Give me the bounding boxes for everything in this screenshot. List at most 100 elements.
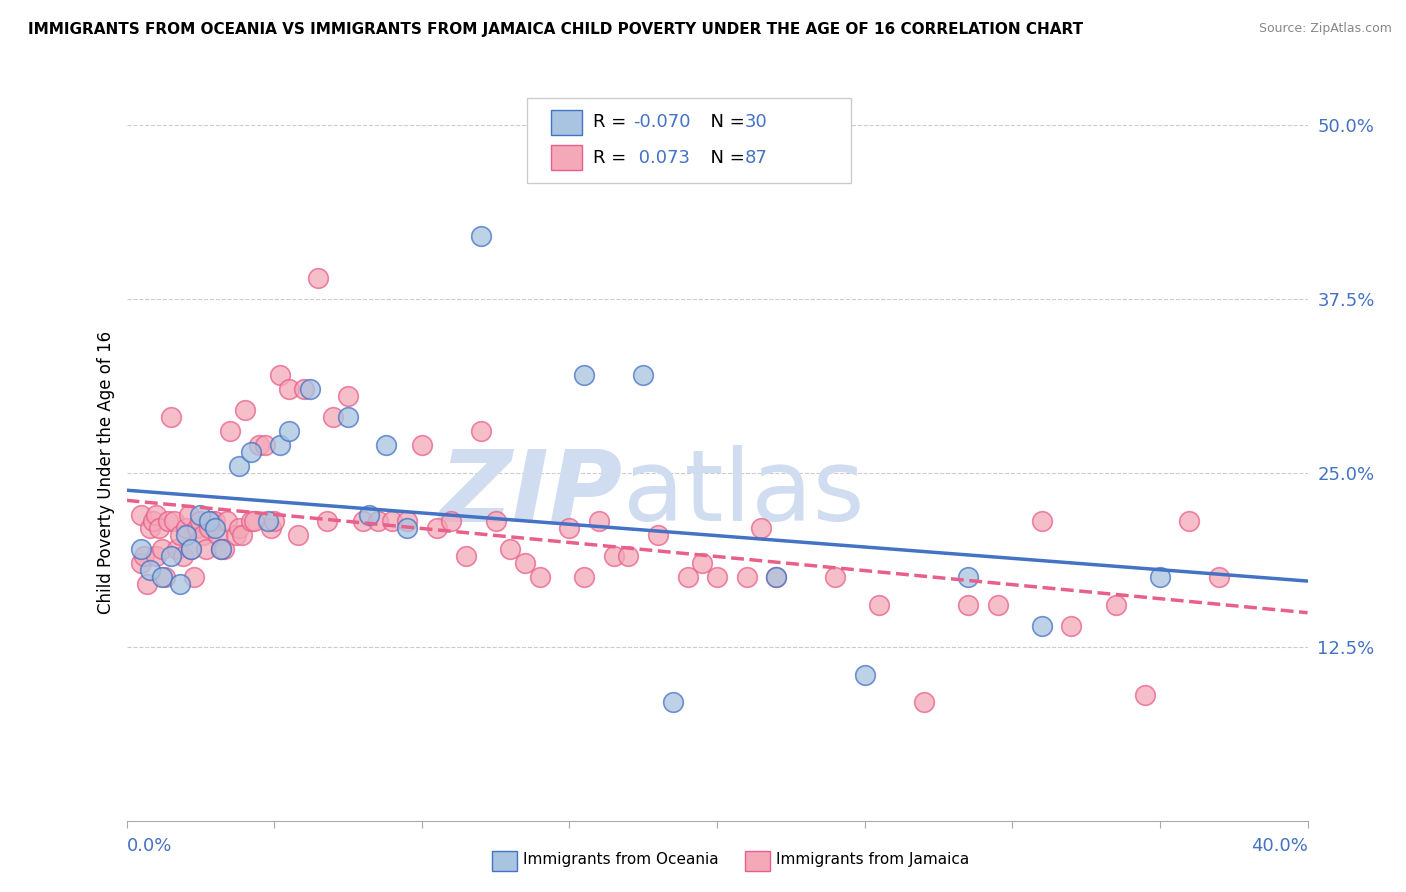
Point [381, 515, 404, 529]
Point [172, 549, 194, 564]
Point [204, 515, 226, 529]
Text: 40.0%: 40.0% [1251, 837, 1308, 855]
Point [233, 403, 256, 417]
Point [1133, 689, 1156, 703]
Point [631, 368, 654, 383]
Point [298, 382, 321, 396]
Text: Immigrants from Oceania: Immigrants from Oceania [523, 853, 718, 867]
Point [454, 549, 477, 564]
Point [824, 570, 846, 584]
Point [260, 521, 283, 535]
Point [853, 667, 876, 681]
Point [231, 528, 253, 542]
Point [956, 570, 979, 584]
Point [166, 542, 188, 557]
Point [1031, 515, 1053, 529]
Point [765, 570, 787, 584]
Point [219, 424, 242, 438]
Point [148, 521, 170, 535]
Point [195, 542, 218, 557]
Text: N =: N = [699, 149, 751, 167]
Point [574, 368, 596, 383]
Point [201, 515, 224, 529]
Text: 0.073: 0.073 [633, 149, 690, 167]
Text: Source: ZipAtlas.com: Source: ZipAtlas.com [1258, 22, 1392, 36]
Point [661, 695, 683, 709]
Point [588, 515, 610, 529]
Point [129, 542, 153, 557]
Text: ZIP: ZIP [440, 445, 623, 542]
Text: -0.070: -0.070 [633, 113, 690, 131]
Point [228, 458, 250, 473]
Point [215, 515, 238, 529]
Point [145, 549, 167, 564]
Point [706, 570, 728, 584]
Point [212, 542, 235, 557]
Text: IMMIGRANTS FROM OCEANIA VS IMMIGRANTS FROM JAMAICA CHILD POVERTY UNDER THE AGE O: IMMIGRANTS FROM OCEANIA VS IMMIGRANTS FR… [28, 22, 1083, 37]
Point [254, 438, 277, 452]
Point [239, 515, 262, 529]
Point [337, 389, 360, 403]
Point [142, 515, 165, 529]
Point [316, 515, 339, 529]
Point [765, 570, 787, 584]
Point [322, 410, 344, 425]
Point [278, 424, 301, 438]
Point [912, 695, 935, 709]
Point [198, 515, 221, 529]
Point [987, 598, 1010, 612]
Y-axis label: Child Poverty Under the Age of 16: Child Poverty Under the Age of 16 [97, 331, 115, 615]
Text: Immigrants from Jamaica: Immigrants from Jamaica [776, 853, 969, 867]
Point [440, 515, 463, 529]
Point [411, 438, 433, 452]
Point [139, 563, 162, 577]
Point [1149, 570, 1171, 584]
Point [177, 508, 200, 522]
Point [139, 521, 162, 535]
Point [186, 521, 208, 535]
Point [499, 542, 522, 557]
Text: 30: 30 [745, 113, 768, 131]
Point [174, 521, 197, 535]
Point [529, 570, 551, 584]
Point [307, 271, 329, 285]
Point [287, 528, 309, 542]
Point [676, 570, 699, 584]
Point [159, 549, 183, 564]
Point [180, 542, 202, 557]
Point [188, 508, 211, 522]
Text: 0.0%: 0.0% [127, 837, 172, 855]
Point [1178, 515, 1201, 529]
Point [209, 542, 232, 557]
Point [169, 577, 191, 591]
Point [735, 570, 758, 584]
Point [1105, 598, 1128, 612]
Point [228, 521, 250, 535]
Point [134, 549, 156, 564]
Point [183, 570, 205, 584]
Point [242, 515, 264, 529]
Point [193, 528, 215, 542]
Point [136, 577, 159, 591]
Point [257, 515, 280, 529]
Point [574, 570, 596, 584]
Point [647, 528, 669, 542]
Point [239, 445, 262, 459]
Point [352, 515, 374, 529]
Point [956, 598, 979, 612]
Point [129, 556, 153, 570]
Point [163, 515, 186, 529]
Point [247, 438, 270, 452]
Point [690, 556, 713, 570]
Point [1031, 619, 1053, 633]
Point [869, 598, 891, 612]
Text: R =: R = [593, 149, 633, 167]
Point [292, 382, 315, 396]
Text: atlas: atlas [623, 445, 865, 542]
Point [515, 556, 537, 570]
Point [204, 521, 226, 535]
Point [375, 438, 398, 452]
Point [156, 515, 179, 529]
Point [180, 542, 202, 557]
Point [337, 410, 360, 425]
